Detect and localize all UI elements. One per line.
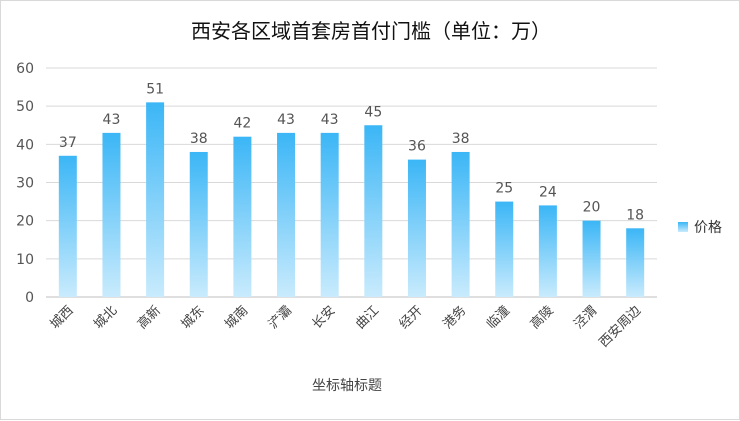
y-axis-ticks: 0 10 20 30 40 50 60	[16, 61, 34, 306]
bar	[364, 125, 383, 297]
bar	[189, 151, 208, 297]
x-tick-label: 泾渭	[571, 303, 600, 332]
bar	[451, 151, 470, 297]
bar	[233, 136, 252, 297]
bar	[582, 220, 601, 297]
x-tick-label: 港务	[440, 303, 470, 333]
data-label: 45	[364, 104, 382, 120]
y-tick-label: 40	[16, 137, 34, 153]
x-tick-label: 高新	[134, 303, 164, 333]
x-tick-label: 临潼	[483, 303, 513, 333]
data-label: 43	[103, 112, 121, 128]
gridlines	[46, 67, 657, 298]
y-tick-label: 10	[16, 252, 34, 268]
bar	[58, 155, 77, 297]
x-tick-label: 城南	[222, 303, 252, 333]
bar	[626, 228, 645, 297]
x-tick-label: 浐灞	[266, 303, 295, 332]
bar	[102, 132, 121, 297]
data-label: 24	[539, 184, 557, 200]
bars	[58, 102, 645, 297]
data-label: 18	[626, 207, 644, 223]
x-tick-label: 长安	[310, 303, 339, 332]
legend-label-price: 价格	[694, 220, 722, 236]
x-tick-label: 西安周边	[597, 303, 644, 350]
data-label: 51	[146, 81, 164, 97]
data-label: 42	[233, 116, 251, 132]
data-label: 38	[452, 131, 470, 147]
y-tick-label: 30	[16, 176, 34, 192]
data-label: 37	[59, 135, 77, 151]
bar	[495, 201, 514, 297]
bar	[407, 159, 426, 297]
y-tick-label: 50	[16, 99, 34, 115]
data-label: 38	[190, 131, 208, 147]
x-tick-label: 城西	[48, 303, 77, 332]
y-tick-label: 20	[16, 214, 34, 230]
chart-title: 西安各区域首套房首付门槛（单位：万）	[191, 19, 551, 43]
bar	[277, 132, 296, 297]
y-tick-label: 0	[25, 290, 34, 306]
legend: 价格	[678, 220, 722, 236]
bar	[538, 205, 557, 297]
bar	[146, 102, 165, 297]
data-label: 43	[277, 112, 295, 128]
data-label: 25	[495, 181, 513, 197]
data-label: 43	[321, 112, 339, 128]
x-tick-label: 城东	[179, 303, 208, 332]
x-tick-label: 曲江	[353, 303, 382, 332]
x-tick-label: 城北	[91, 303, 120, 332]
x-tick-label: 高陵	[527, 303, 557, 333]
bar	[320, 132, 339, 297]
legend-swatch-price	[678, 222, 688, 232]
x-tick-label: 经开	[397, 303, 426, 332]
y-tick-label: 60	[16, 61, 34, 77]
data-label: 20	[583, 200, 601, 216]
data-label: 36	[408, 139, 426, 155]
data-labels: 37 43 51 38 42 43 43 45 36 38 25 24 20 18	[59, 81, 644, 223]
x-axis-title: 坐标轴标题	[312, 378, 382, 394]
